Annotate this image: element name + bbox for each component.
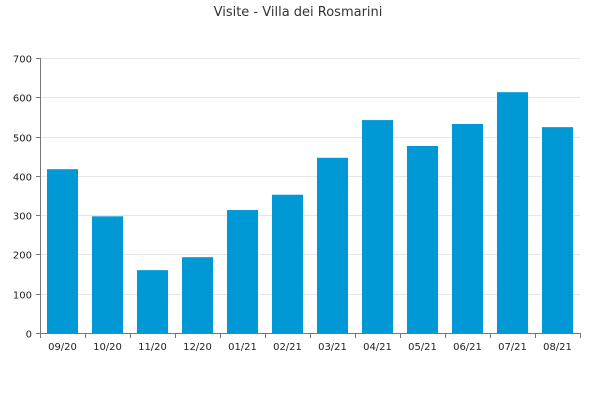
bar [136,270,169,333]
bar [46,169,79,333]
chart-title: Visite - Villa dei Rosmarini [214,5,383,20]
y-tick-label: 500 [13,134,32,145]
x-tick-label: 12/20 [183,342,212,353]
bar [226,210,259,333]
bar [496,92,529,333]
x-tick-label: 03/21 [318,342,347,353]
axes [36,58,581,338]
x-tick-label: 02/21 [273,342,302,353]
x-tick-labels: 09/20 10/20 11/20 12/20 01/21 02/21 03/21 04/21… [48,342,572,353]
bar [451,124,484,333]
x-tick-label: 01/21 [228,342,257,353]
y-tick-label: 600 [13,94,32,105]
x-tick-label: 10/20 [93,342,122,353]
y-tick-label: 700 [13,55,32,66]
y-tick-labels: 0 100 200 300 400 500 600 700 [13,55,32,341]
bar [316,157,349,333]
y-tick-label: 400 [13,173,32,184]
y-tick-label: 300 [13,212,32,223]
x-tick-label: 08/21 [543,342,572,353]
bar [91,216,124,333]
y-tick-label: 100 [13,291,32,302]
grid-lines [40,58,580,295]
x-tick-label: 05/21 [408,342,437,353]
x-tick-label: 06/21 [453,342,482,353]
y-tick-label: 200 [13,251,32,262]
y-tick-label: 0 [26,330,32,341]
x-tick-label: 09/20 [48,342,77,353]
x-tick-label: 11/20 [138,342,167,353]
x-tick-label: 04/21 [363,342,392,353]
x-tick-label: 07/21 [498,342,527,353]
bar [361,120,394,333]
bar [406,146,439,333]
bar [541,127,574,334]
bar [181,257,214,333]
bar [271,194,304,333]
bars [46,92,574,334]
